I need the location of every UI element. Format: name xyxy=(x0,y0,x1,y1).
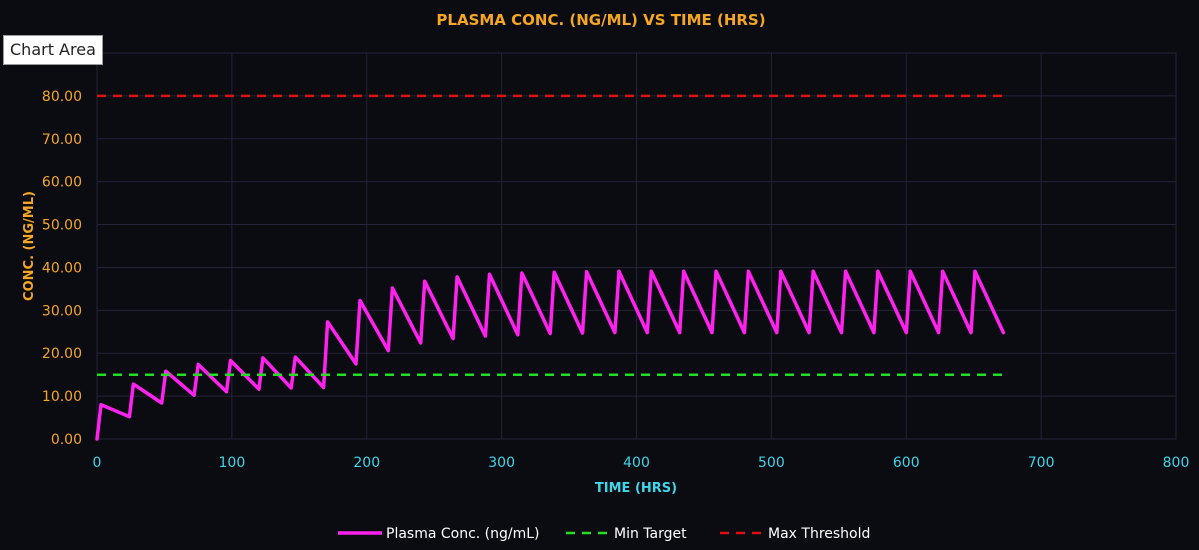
x-axis-ticks: 0 100 200 300 400 500 600 700 800 xyxy=(93,455,1190,471)
series-line-plasma-conc-ng-ml[interactable] xyxy=(95,269,1006,441)
legend-label-plasma-conc-ng-ml: Plasma Conc. (ng/mL) xyxy=(386,526,540,542)
series-layer[interactable] xyxy=(95,94,1006,441)
x-axis-title: TIME (HRS) xyxy=(595,481,677,496)
y-tick-label: 80.00 xyxy=(42,89,82,105)
x-tick-label: 800 xyxy=(1163,455,1190,471)
legend[interactable]: Plasma Conc. (ng/mL) Min Target Max Thresh… xyxy=(338,526,870,542)
y-tick-label: 50.00 xyxy=(42,218,82,234)
legend-label-min-target: Min Target xyxy=(614,526,687,542)
x-tick-label: 300 xyxy=(488,455,515,471)
chart-area-tooltip: Chart Area xyxy=(3,35,103,65)
y-tick-label: 0.00 xyxy=(51,432,82,448)
x-tick-label: 600 xyxy=(893,455,920,471)
x-tick-label: 0 xyxy=(93,455,102,471)
y-tick-label: 30.00 xyxy=(42,303,82,319)
legend-label-max-threshold: Max Threshold xyxy=(768,526,870,542)
y-tick-label: 10.00 xyxy=(42,389,82,405)
x-tick-label: 100 xyxy=(219,455,246,471)
x-tick-label: 700 xyxy=(1028,455,1055,471)
y-axis-title: CONC. (NG/ML) xyxy=(22,191,37,301)
y-tick-label: 20.00 xyxy=(42,346,82,362)
x-tick-label: 200 xyxy=(353,455,380,471)
y-tick-label: 40.00 xyxy=(42,260,82,276)
y-tick-label: 70.00 xyxy=(42,132,82,148)
x-tick-label: 400 xyxy=(623,455,650,471)
chart-title: PLASMA CONC. (NG/ML) VS TIME (HRS) xyxy=(436,11,765,29)
y-axis-ticks: 0.00 10.00 20.00 30.00 40.00 50.00 60.00 70.00 8… xyxy=(42,89,82,448)
y-tick-label: 60.00 xyxy=(42,175,82,191)
x-tick-label: 500 xyxy=(758,455,785,471)
